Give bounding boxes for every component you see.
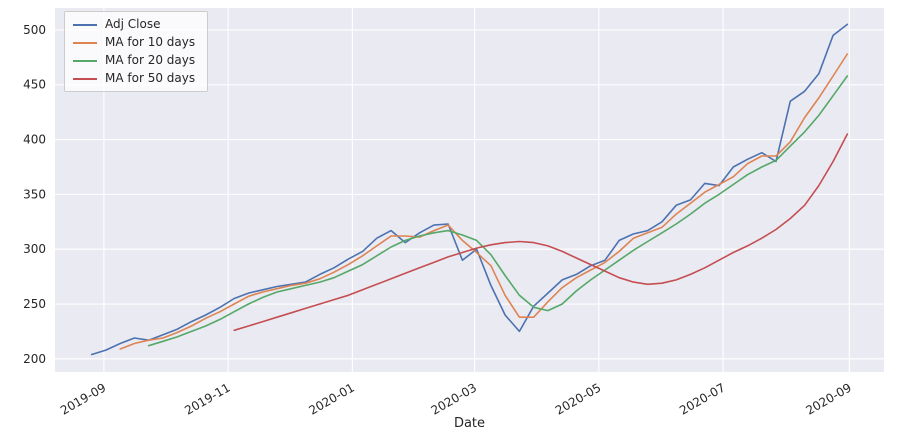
x-tick-label: 2020-05 <box>553 380 603 417</box>
y-tick-label: 200 <box>23 352 46 366</box>
legend-line-swatch <box>73 23 97 26</box>
x-tick-label: 2020-07 <box>677 380 727 417</box>
legend-line-swatch <box>73 59 97 62</box>
legend-item-ma20: MA for 20 days <box>73 54 195 67</box>
legend-line-swatch <box>73 77 97 80</box>
x-axis-title: Date <box>453 416 486 431</box>
x-tick-label: 2020-03 <box>429 380 479 417</box>
x-tick-label: 2020-09 <box>803 380 853 417</box>
legend-item-ma50: MA for 50 days <box>73 72 195 85</box>
y-tick-label: 300 <box>23 242 46 256</box>
series-line-ma-for-50-days <box>233 133 849 332</box>
legend-item-adj-close: Adj Close <box>73 18 195 31</box>
legend-label: MA for 20 days <box>105 53 196 67</box>
legend-line-swatch <box>73 41 97 44</box>
y-tick-label: 400 <box>23 133 46 147</box>
legend-label: Adj Close <box>105 17 161 31</box>
y-tick-label: 350 <box>23 187 46 201</box>
y-tick-label: 450 <box>23 78 46 92</box>
series-line-ma-for-10-days <box>119 53 849 350</box>
x-tick-label: 2019-09 <box>58 380 108 417</box>
legend-label: MA for 50 days <box>105 71 196 85</box>
y-tick-label: 500 <box>23 23 46 37</box>
series-line-ma-for-20-days <box>147 75 849 347</box>
legend-item-ma10: MA for 10 days <box>73 36 195 49</box>
legend-label: MA for 10 days <box>105 35 196 49</box>
x-tick-label: 2019-11 <box>182 380 232 417</box>
legend: Adj Close MA for 10 days MA for 20 days … <box>64 11 209 92</box>
y-tick-label: 250 <box>23 297 46 311</box>
x-tick-label: 2020-01 <box>306 380 356 417</box>
